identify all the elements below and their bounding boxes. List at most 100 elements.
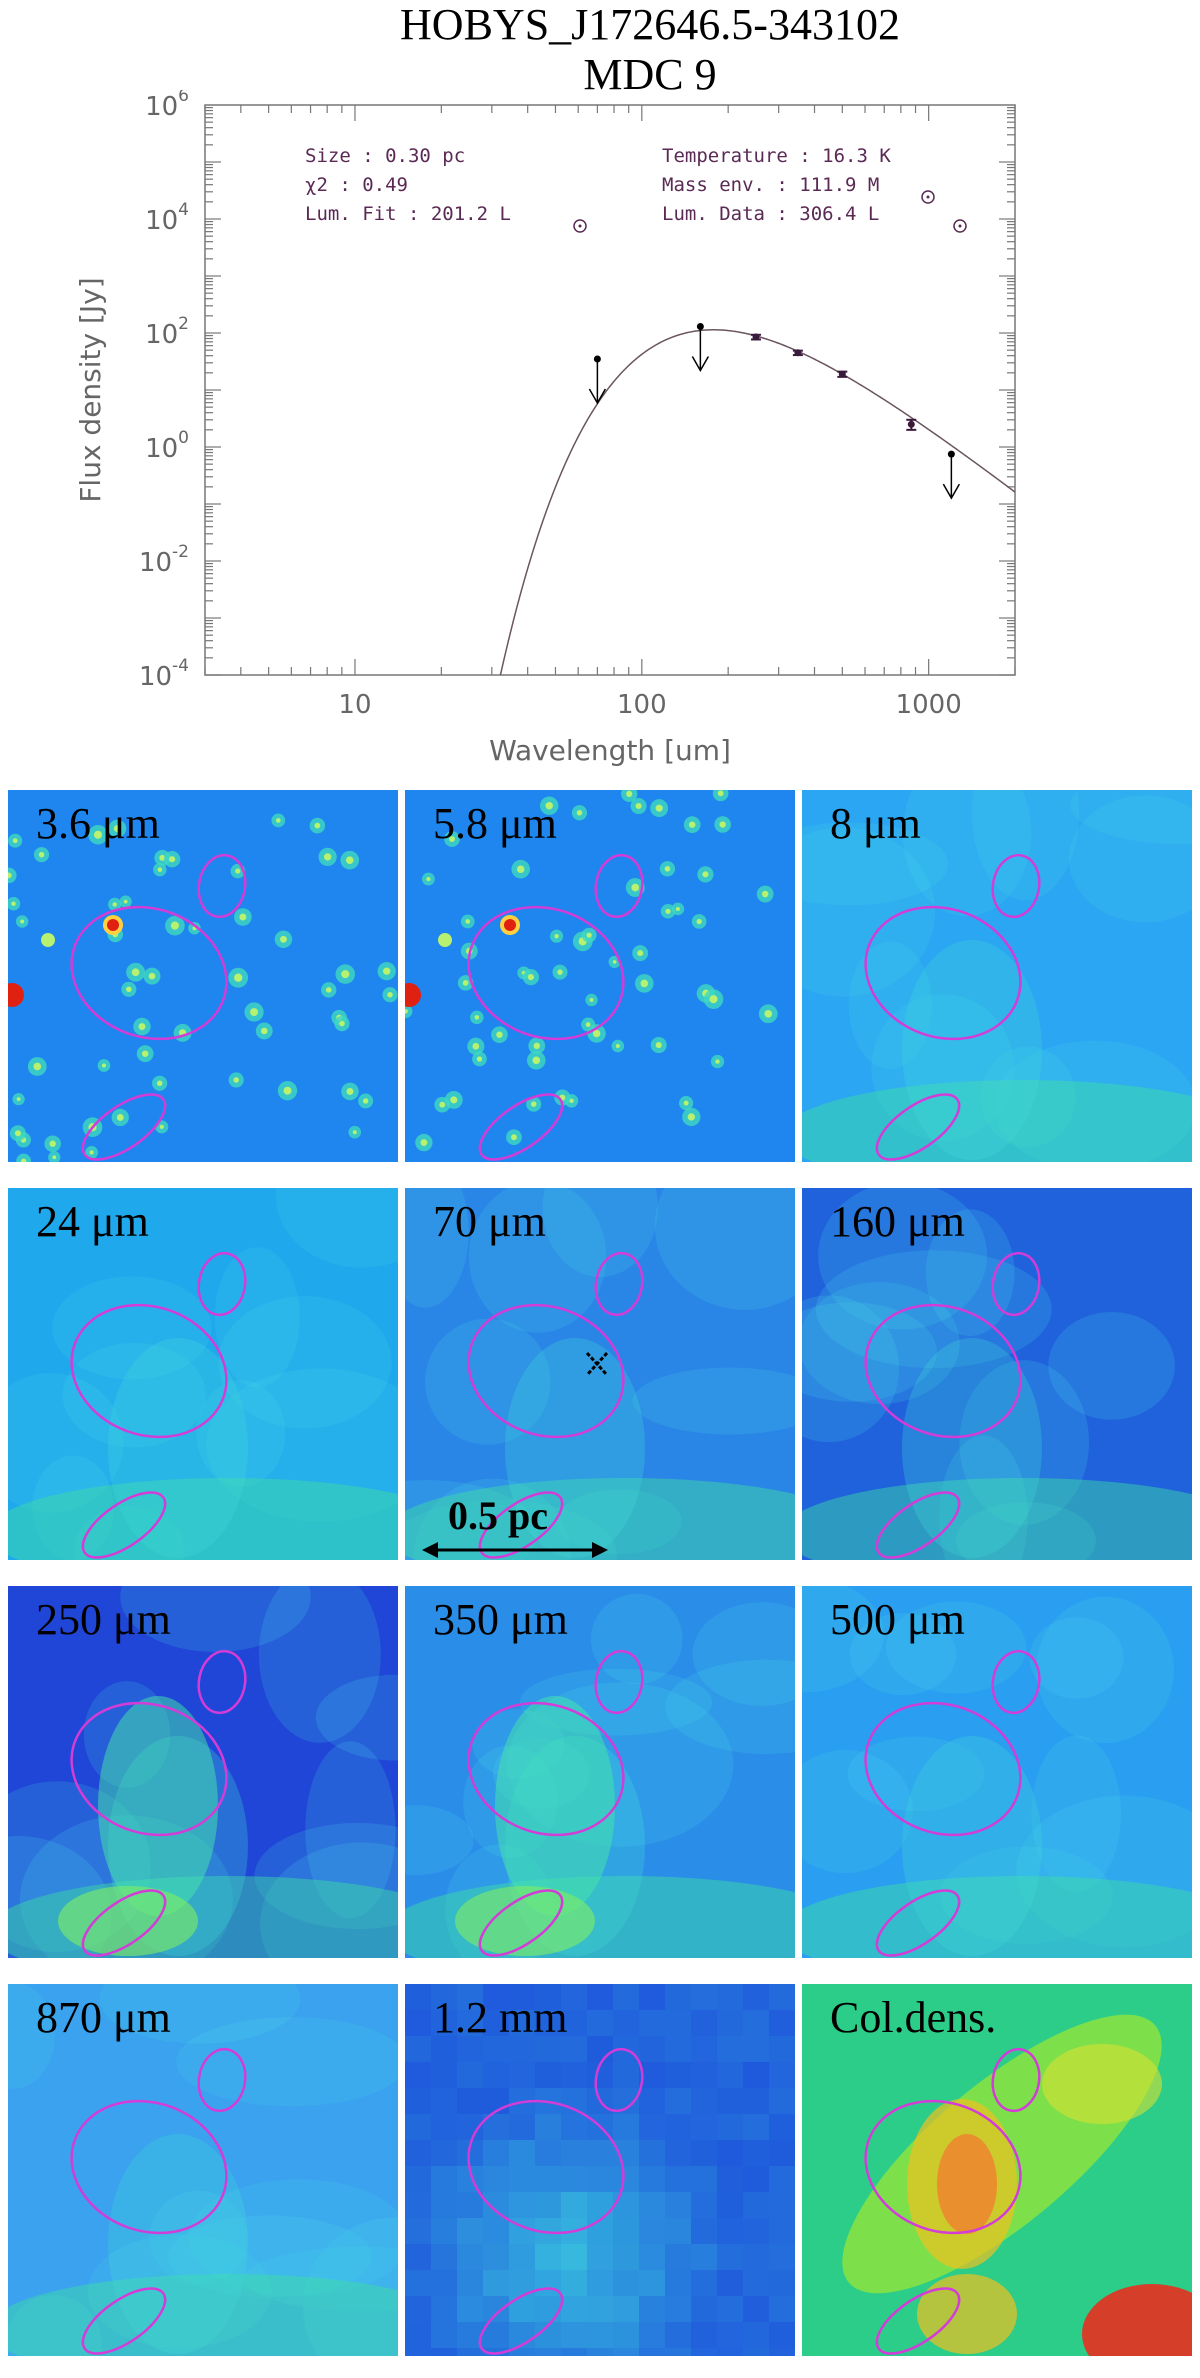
panel-image — [405, 1188, 795, 1560]
model-fit-curve — [499, 329, 1016, 676]
info-mass: Mass env. : 111.9 M — [662, 174, 879, 196]
source-ellipse — [70, 1303, 228, 1439]
source-ellipse — [81, 1889, 167, 1957]
panel-label: 250 μm — [36, 1595, 171, 1644]
info-temperature: Temperature : 16.3 K — [662, 145, 891, 167]
panel-image — [8, 1188, 398, 1560]
panel-label: 3.6 μm — [36, 799, 160, 848]
source-ellipse — [594, 1251, 644, 1317]
y-tick-label: 106 — [145, 90, 189, 122]
image-panel: 250 μm — [8, 1586, 398, 1958]
image-panel: 160 μm — [802, 1188, 1192, 1560]
source-ellipse — [467, 905, 625, 1041]
source-ellipse — [478, 1889, 564, 1957]
image-panel: 8 μm — [802, 790, 1192, 1162]
panel-label: 8 μm — [830, 799, 921, 848]
data-point — [750, 333, 761, 341]
y-axis-ticks: 10-4 10-2 100 102 104 106 — [139, 90, 1015, 692]
panel-label: 160 μm — [830, 1197, 965, 1246]
sun-symbol-icon — [953, 219, 967, 233]
upper-limit-marker — [588, 355, 607, 405]
panel-image — [8, 1586, 398, 1958]
y-tick-label: 10-4 — [139, 656, 189, 692]
source-ellipse — [197, 1649, 247, 1715]
panel-label: 24 μm — [36, 1197, 149, 1246]
scale-bar-label: 0.5 pc — [448, 1493, 548, 1538]
source-ellipse — [478, 2287, 564, 2355]
x-axis-label: Wavelength [um] — [489, 734, 731, 767]
panel-image — [802, 1586, 1192, 1958]
y-tick-label: 104 — [145, 200, 189, 236]
upper-limit-marker — [942, 450, 961, 500]
x-tick-label: 10 — [338, 690, 371, 720]
peak-cross-icon — [585, 1351, 609, 1377]
panel-image — [802, 790, 1192, 1162]
sun-symbol-icon — [573, 219, 587, 233]
info-lumdata: Lum. Data : 306.4 L — [662, 203, 879, 225]
source-ellipse — [875, 1491, 961, 1559]
y-tick-label: 100 — [145, 428, 189, 464]
image-panel: 500 μm — [802, 1586, 1192, 1958]
image-panel: 1.2 mm — [405, 1984, 795, 2356]
y-tick-label: 10-2 — [139, 542, 189, 578]
image-panel: 350 μm — [405, 1586, 795, 1958]
source-ellipse — [864, 905, 1022, 1041]
source-ellipse — [197, 2047, 247, 2113]
data-point — [906, 418, 917, 431]
source-ellipse — [467, 1701, 625, 1837]
source-ellipse — [864, 1701, 1022, 1837]
source-ellipse — [594, 853, 644, 919]
image-panel: Col.dens. — [802, 1984, 1192, 2356]
image-panel: 24 μm — [8, 1188, 398, 1560]
title-line-2: MDC 9 — [583, 50, 717, 99]
source-ellipse — [864, 1303, 1022, 1439]
image-panel: 5.8 μm — [405, 790, 795, 1162]
sed-plot: 10 100 1000 10-4 10-2 100 102 104 106 Wavelengt… — [74, 90, 1016, 767]
image-panel: 3.6 μm — [8, 790, 398, 1162]
data-point — [792, 349, 803, 357]
x-tick-label: 1000 — [896, 690, 962, 720]
data-point — [837, 370, 848, 378]
source-ellipse — [81, 2287, 167, 2355]
source-ellipse — [81, 1093, 167, 1161]
chart-title: HOBYS_J172646.5-343102 MDC 9 — [0, 0, 1200, 100]
panel-label: 870 μm — [36, 1993, 171, 2042]
source-ellipse — [70, 905, 228, 1041]
image-panel: 70 μm — [405, 1188, 795, 1560]
panel-image — [8, 813, 398, 1162]
source-ellipse — [467, 2099, 625, 2235]
source-ellipse — [81, 1491, 167, 1559]
panel-label: 70 μm — [433, 1197, 546, 1246]
source-ellipse — [197, 1251, 247, 1317]
panel-image — [405, 790, 778, 1161]
image-panel: 870 μm — [8, 1984, 398, 2356]
panel-image — [802, 1984, 1192, 2356]
info-size: Size : 0.30 pc — [305, 145, 465, 167]
source-ellipse — [594, 2047, 644, 2113]
info-lumfit: Lum. Fit : 201.2 L — [305, 203, 511, 225]
info-box: Size : 0.30 pc χ2 : 0.49 Lum. Fit : 201.… — [305, 145, 967, 233]
panel-image — [405, 1984, 795, 2356]
source-ellipse — [594, 1649, 644, 1715]
source-ellipse — [875, 1093, 961, 1161]
title-line-1: HOBYS_J172646.5-343102 — [400, 0, 900, 49]
source-ellipse — [875, 2287, 961, 2355]
source-ellipse — [478, 1093, 564, 1161]
upper-limit-marker — [691, 323, 710, 373]
source-ellipse — [467, 1303, 625, 1439]
sun-symbol-icon — [921, 190, 935, 204]
panel-label: 5.8 μm — [433, 799, 557, 848]
x-tick-label: 100 — [617, 690, 667, 720]
panel-label: 500 μm — [830, 1595, 965, 1644]
source-ellipse — [70, 2099, 228, 2235]
panel-image — [8, 1984, 398, 2356]
panel-image — [405, 1593, 795, 1958]
panel-label: 1.2 mm — [433, 1993, 568, 2042]
data-marks — [588, 323, 961, 500]
source-ellipse — [875, 1889, 961, 1957]
image-panel-grid: 3.6 μm 5.8 μm 8 μm 24 μm 70 μm 160 μm 250 μm 35… — [0, 790, 1200, 2378]
panel-label: 350 μm — [433, 1595, 568, 1644]
panel-image — [802, 1188, 1192, 1560]
source-ellipse — [864, 2099, 1022, 2235]
source-ellipse — [991, 1649, 1041, 1715]
